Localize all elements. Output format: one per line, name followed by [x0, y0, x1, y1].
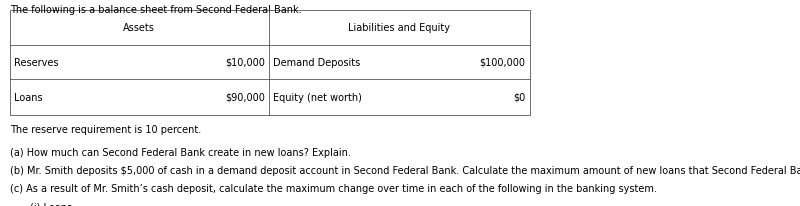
- Text: $100,000: $100,000: [480, 57, 526, 67]
- Text: (c) As a result of Mr. Smith’s cash deposit, calculate the maximum change over t: (c) As a result of Mr. Smith’s cash depo…: [10, 184, 657, 193]
- Text: (i) Loans: (i) Loans: [30, 202, 72, 206]
- Text: Reserves: Reserves: [14, 57, 58, 67]
- Text: $0: $0: [514, 92, 526, 102]
- Text: Liabilities and Equity: Liabilities and Equity: [348, 23, 450, 33]
- Text: Loans: Loans: [14, 92, 42, 102]
- Text: Demand Deposits: Demand Deposits: [273, 57, 360, 67]
- Text: The following is a balance sheet from Second Federal Bank.: The following is a balance sheet from Se…: [10, 5, 302, 15]
- Text: (b) Mr. Smith deposits $5,000 of cash in a demand deposit account in Second Fede: (b) Mr. Smith deposits $5,000 of cash in…: [10, 165, 800, 175]
- Text: Equity (net worth): Equity (net worth): [273, 92, 362, 102]
- Text: $10,000: $10,000: [225, 57, 265, 67]
- Bar: [10, 11, 530, 115]
- Text: (a) How much can Second Federal Bank create in new loans? Explain.: (a) How much can Second Federal Bank cre…: [10, 147, 350, 157]
- Text: Assets: Assets: [123, 23, 155, 33]
- Text: The reserve requirement is 10 percent.: The reserve requirement is 10 percent.: [10, 125, 201, 135]
- Text: $90,000: $90,000: [225, 92, 265, 102]
